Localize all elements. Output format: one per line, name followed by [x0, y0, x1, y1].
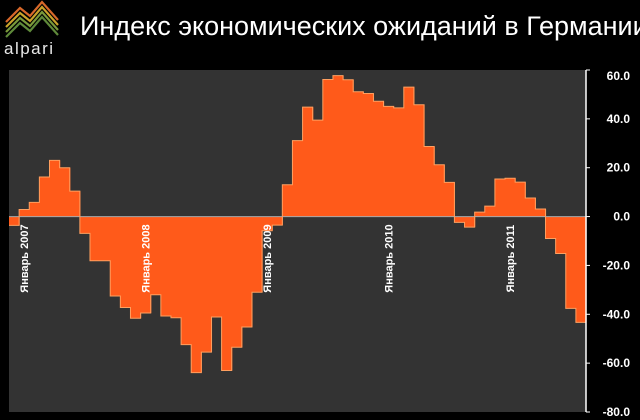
x-tick-label: Январь 2009 — [262, 224, 274, 292]
x-tick-label: Январь 2011 — [505, 225, 517, 293]
data-bar — [403, 87, 415, 217]
data-bar — [201, 216, 213, 353]
data-bar — [545, 216, 557, 239]
data-bar — [363, 93, 375, 217]
data-bar — [49, 160, 61, 217]
data-bar — [211, 216, 223, 317]
data-bar — [474, 212, 486, 217]
data-bar — [29, 202, 40, 217]
data-bar — [444, 182, 455, 217]
data-bar — [130, 216, 142, 319]
data-bar — [515, 182, 526, 217]
data-bar — [525, 198, 536, 217]
data-bar — [322, 79, 334, 217]
data-bar — [343, 79, 354, 217]
x-tick-label: Январь 2010 — [384, 224, 396, 292]
data-bar — [120, 216, 132, 308]
data-bar — [262, 216, 273, 231]
data-bar — [59, 167, 71, 217]
data-bar — [89, 216, 101, 261]
data-bar — [312, 120, 324, 217]
data-bar — [69, 191, 81, 217]
header: alpari Индекс экономических ожиданий в Г… — [0, 0, 640, 62]
y-tick-label: 0.0 — [613, 210, 630, 224]
data-bar — [565, 216, 577, 309]
data-bar — [251, 216, 263, 293]
brand-name: alpari — [4, 39, 55, 58]
data-bar — [221, 216, 233, 371]
data-bar — [110, 216, 121, 296]
data-bar — [464, 216, 476, 228]
data-bar — [535, 209, 547, 217]
data-bar — [150, 216, 162, 295]
y-tick-label: 20.0 — [607, 161, 631, 175]
data-bar — [39, 177, 51, 217]
data-bar — [424, 146, 435, 217]
data-bar — [19, 209, 30, 217]
data-bar — [413, 104, 425, 217]
data-bar — [241, 216, 253, 327]
y-tick-label: -40.0 — [603, 307, 631, 321]
y-tick-label: -20.0 — [603, 258, 631, 272]
data-bar — [292, 140, 304, 217]
data-bar — [302, 107, 314, 217]
data-bar — [393, 107, 405, 217]
data-bar — [505, 178, 516, 217]
chart-title: Индекс экономических ожиданий в Германии — [80, 11, 640, 41]
data-bar — [9, 216, 20, 226]
series-outline — [9, 75, 586, 374]
y-tick-label: 60.0 — [607, 69, 631, 83]
data-bar — [434, 164, 445, 217]
data-bar — [231, 216, 243, 348]
data-bar — [494, 178, 506, 217]
data-bar — [181, 216, 192, 345]
data-bar — [272, 216, 283, 226]
data-bar — [353, 91, 364, 217]
data-bar — [79, 216, 91, 234]
x-tick-label: Январь 2008 — [141, 224, 153, 292]
y-tick-label: -80.0 — [603, 405, 631, 419]
data-bar — [575, 216, 587, 323]
data-bar — [191, 216, 202, 373]
data-bar — [282, 184, 294, 217]
data-bar — [140, 216, 152, 314]
alpari-logo-icon — [5, 0, 59, 38]
data-bar — [383, 106, 395, 217]
data-bar — [332, 75, 344, 217]
data-bar — [555, 216, 567, 254]
data-bar — [160, 216, 172, 316]
x-tick-label: Январь 2007 — [19, 224, 31, 292]
data-bar — [484, 206, 496, 217]
y-tick-label: 40.0 — [607, 112, 631, 126]
data-bar — [454, 216, 466, 223]
y-tick-label: -60.0 — [603, 356, 631, 370]
data-bar — [100, 216, 111, 261]
data-bar — [170, 216, 182, 318]
data-bar — [373, 101, 385, 217]
